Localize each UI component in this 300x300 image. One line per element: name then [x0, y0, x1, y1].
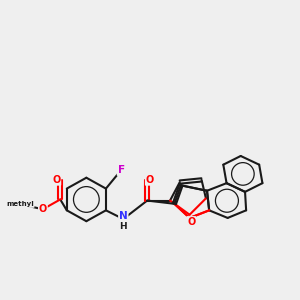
Text: F: F: [118, 165, 125, 175]
Text: methyl: methyl: [6, 201, 34, 207]
Text: N: N: [119, 212, 128, 221]
Text: O: O: [187, 217, 195, 227]
Text: O: O: [52, 175, 61, 185]
Text: H: H: [119, 222, 127, 231]
Text: O: O: [39, 204, 47, 214]
Text: O: O: [146, 175, 154, 185]
